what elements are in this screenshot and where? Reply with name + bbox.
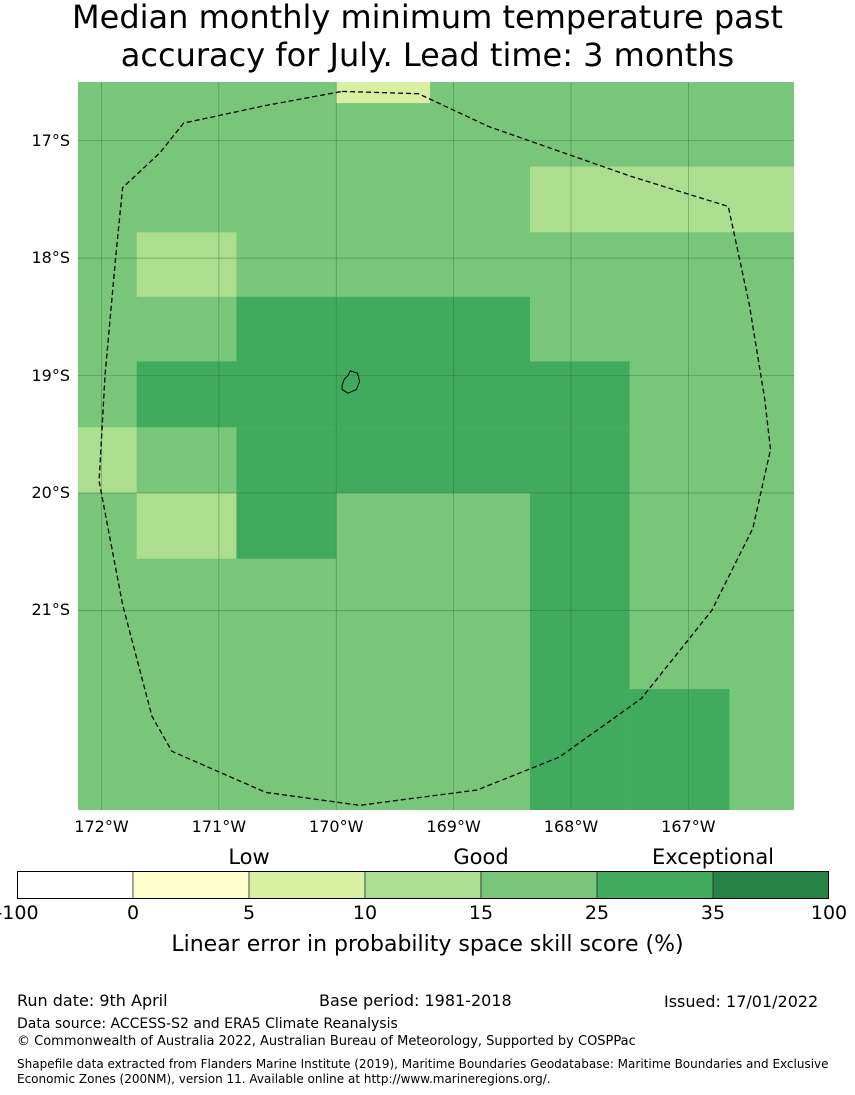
longitude-label: 172°W — [74, 817, 129, 836]
latitude-label: 17°S — [31, 130, 70, 150]
map-canvas — [78, 82, 794, 810]
colorbar-bin — [596, 871, 714, 899]
issued-date: Issued: 17/01/2022 — [664, 992, 819, 1011]
latitude-label: 21°S — [31, 600, 70, 620]
skill-cell — [236, 492, 337, 559]
longitude-label: 167°W — [661, 817, 716, 836]
colorbar-tick-label: 15 — [468, 902, 494, 924]
colorbar-bin — [364, 871, 482, 899]
skill-cell — [78, 427, 137, 493]
latitude-label: 20°S — [31, 482, 70, 502]
longitude-label: 169°W — [426, 817, 481, 836]
colorbar-bin — [480, 871, 598, 899]
colorbar-tick-label: -100 — [0, 902, 39, 924]
skill-cell — [529, 492, 630, 810]
colorbar-bin — [712, 871, 829, 899]
skill-cell — [136, 361, 630, 428]
colorbar-tick-label: 5 — [242, 902, 256, 924]
title-line-2: accuracy for July. Lead time: 3 months — [120, 36, 735, 74]
skill-cell — [236, 296, 530, 362]
skill-map — [78, 82, 794, 810]
eez-boundary — [98, 90, 772, 806]
run-date: Run date: 9th April — [17, 991, 168, 1010]
colorbar-tick-label: 25 — [584, 902, 610, 924]
colorbar-bin — [17, 871, 134, 899]
colorbar-bin — [132, 871, 250, 899]
colorbar-canvas — [17, 871, 829, 899]
colorbar-title: Linear error in probability space skill … — [171, 932, 684, 957]
longitude-label: 171°W — [191, 817, 247, 836]
latitude-label: 18°S — [31, 248, 70, 268]
title-line-1: Median monthly minimum temperature past — [72, 0, 783, 36]
map-title: Median monthly minimum temperature past … — [0, 0, 855, 74]
skill-category-label: Exceptional — [651, 845, 775, 869]
skill-cell — [136, 232, 237, 297]
skill-cell — [236, 427, 630, 493]
colorbar-tick-label: 0 — [126, 902, 140, 924]
skill-category-label: Good — [453, 845, 509, 869]
colorbar-tick-label: 10 — [352, 902, 378, 924]
colorbar — [17, 871, 829, 899]
skill-category-label: Low — [228, 845, 270, 869]
colorbar-bin — [248, 871, 366, 899]
colorbar-tick-label: 100 — [810, 902, 848, 924]
data-source: Data source: ACCESS-S2 and ERA5 Climate … — [17, 1016, 398, 1032]
skill-cell — [529, 166, 794, 233]
skill-cell — [629, 689, 730, 810]
colorbar-outline — [17, 871, 829, 899]
base-period: Base period: 1981-2018 — [319, 991, 512, 1010]
island-outline — [341, 370, 361, 394]
skill-cell — [136, 492, 237, 559]
colorbar-tick-label: 35 — [700, 902, 726, 924]
latitude-label: 19°S — [31, 365, 70, 385]
longitude-label: 168°W — [543, 817, 599, 836]
copyright-notice: © Commonwealth of Australia 2022, Austra… — [17, 1034, 636, 1049]
longitude-label: 170°W — [309, 817, 364, 836]
shapefile-credit: Shapefile data extracted from Flanders M… — [17, 1057, 829, 1086]
